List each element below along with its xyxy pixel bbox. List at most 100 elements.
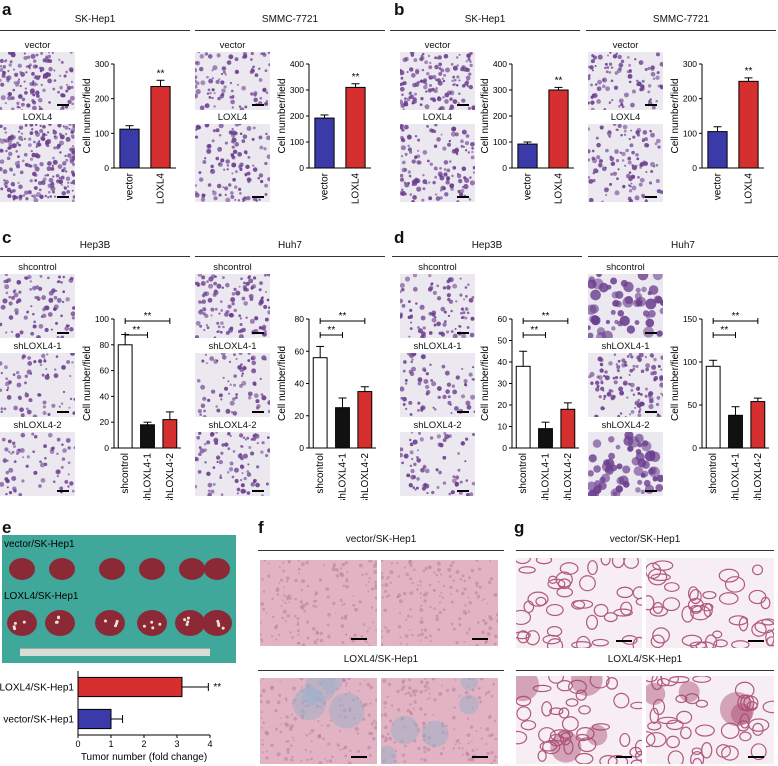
y-tick-label: 200 bbox=[683, 94, 697, 104]
stained-cell bbox=[432, 406, 435, 409]
stained-cell bbox=[642, 195, 645, 199]
stained-cell bbox=[440, 68, 445, 73]
stained-cell bbox=[652, 274, 663, 281]
stained-cell bbox=[588, 470, 594, 477]
stained-cell bbox=[219, 330, 223, 334]
stained-cell bbox=[428, 181, 431, 184]
stained-cell bbox=[465, 400, 471, 406]
nucleus bbox=[403, 744, 407, 748]
metastatic-focus bbox=[730, 703, 753, 725]
stained-cell bbox=[50, 166, 55, 171]
stained-cell bbox=[12, 290, 16, 294]
stained-cell bbox=[422, 179, 428, 185]
nucleus bbox=[278, 582, 281, 584]
stained-cell bbox=[416, 458, 421, 463]
stained-cell bbox=[604, 62, 608, 66]
stained-cell bbox=[644, 199, 648, 202]
nucleus bbox=[364, 639, 367, 642]
stained-cell bbox=[20, 132, 24, 135]
stained-cell bbox=[635, 130, 640, 135]
nucleus bbox=[409, 710, 413, 715]
stained-cell bbox=[199, 66, 204, 72]
stained-cell bbox=[4, 60, 7, 63]
nucleus bbox=[341, 678, 345, 681]
image-label: shcontrol bbox=[418, 262, 457, 273]
cell-line-title: SMMC-7721 bbox=[652, 14, 710, 25]
stained-cell bbox=[19, 447, 25, 453]
stained-cell bbox=[33, 320, 36, 324]
x-tick-label: 2 bbox=[141, 739, 146, 749]
stained-cell bbox=[465, 149, 468, 152]
stained-cell bbox=[609, 182, 613, 186]
nucleus bbox=[328, 759, 333, 763]
stained-cell bbox=[628, 382, 631, 386]
stained-cell bbox=[12, 194, 17, 199]
stained-cell bbox=[226, 310, 230, 314]
nucleus bbox=[480, 737, 484, 740]
nucleus bbox=[285, 699, 288, 702]
stained-cell bbox=[635, 287, 641, 293]
stained-cell bbox=[596, 155, 601, 160]
nucleus bbox=[275, 625, 278, 628]
stained-cell bbox=[607, 54, 610, 57]
stained-cell bbox=[266, 135, 270, 141]
stained-cell bbox=[443, 54, 449, 59]
nucleus bbox=[471, 740, 473, 743]
micrograph-shloxl4-1 bbox=[0, 353, 75, 417]
stained-cell bbox=[197, 125, 202, 130]
stained-cell bbox=[204, 353, 208, 356]
stained-cell bbox=[242, 200, 245, 202]
alveolus bbox=[516, 609, 532, 626]
liver-vector bbox=[49, 558, 75, 580]
significance-label: ** bbox=[732, 311, 740, 322]
stained-cell bbox=[211, 69, 214, 72]
stained-cell bbox=[56, 179, 60, 183]
stained-cell bbox=[0, 361, 3, 366]
stained-cell bbox=[264, 192, 268, 196]
stained-cell bbox=[225, 408, 231, 414]
stained-cell bbox=[595, 136, 599, 140]
stained-cell bbox=[60, 183, 63, 186]
alveolus bbox=[561, 716, 579, 732]
nucleus bbox=[494, 737, 497, 741]
nucleus bbox=[314, 591, 319, 595]
stained-cell bbox=[250, 68, 255, 73]
stained-cell bbox=[637, 479, 643, 485]
nucleus bbox=[388, 736, 393, 741]
alveolus bbox=[676, 710, 693, 724]
stained-cell bbox=[421, 486, 426, 491]
stained-cell bbox=[205, 362, 208, 365]
stained-cell bbox=[610, 488, 621, 496]
stained-cell bbox=[18, 135, 23, 141]
stained-cell bbox=[237, 199, 241, 202]
stained-cell bbox=[417, 449, 420, 452]
nucleus bbox=[477, 687, 481, 690]
stained-cell bbox=[428, 65, 433, 70]
stained-cell bbox=[32, 100, 36, 104]
nucleus bbox=[399, 642, 402, 645]
stained-cell bbox=[28, 398, 33, 403]
stained-cell bbox=[226, 164, 230, 167]
nucleus bbox=[360, 635, 364, 638]
stained-cell bbox=[227, 432, 231, 436]
nucleus bbox=[449, 585, 453, 589]
stained-cell bbox=[207, 492, 212, 496]
stained-cell bbox=[215, 455, 221, 460]
stained-cell bbox=[47, 183, 52, 188]
nucleus bbox=[409, 564, 413, 568]
nucleus bbox=[262, 590, 266, 593]
nucleus bbox=[408, 678, 411, 682]
nucleus bbox=[354, 726, 359, 731]
alveolus bbox=[585, 614, 599, 630]
nucleus bbox=[423, 750, 427, 754]
nucleus bbox=[274, 727, 279, 731]
stained-cell bbox=[413, 353, 417, 356]
stained-cell bbox=[8, 450, 11, 454]
stained-cell bbox=[594, 169, 599, 173]
scale-bar bbox=[616, 640, 632, 642]
micrograph-texture bbox=[0, 353, 75, 417]
stained-cell bbox=[446, 382, 452, 387]
stained-cell bbox=[246, 470, 250, 473]
stained-cell bbox=[220, 80, 225, 85]
image-label: shcontrol bbox=[606, 262, 645, 273]
